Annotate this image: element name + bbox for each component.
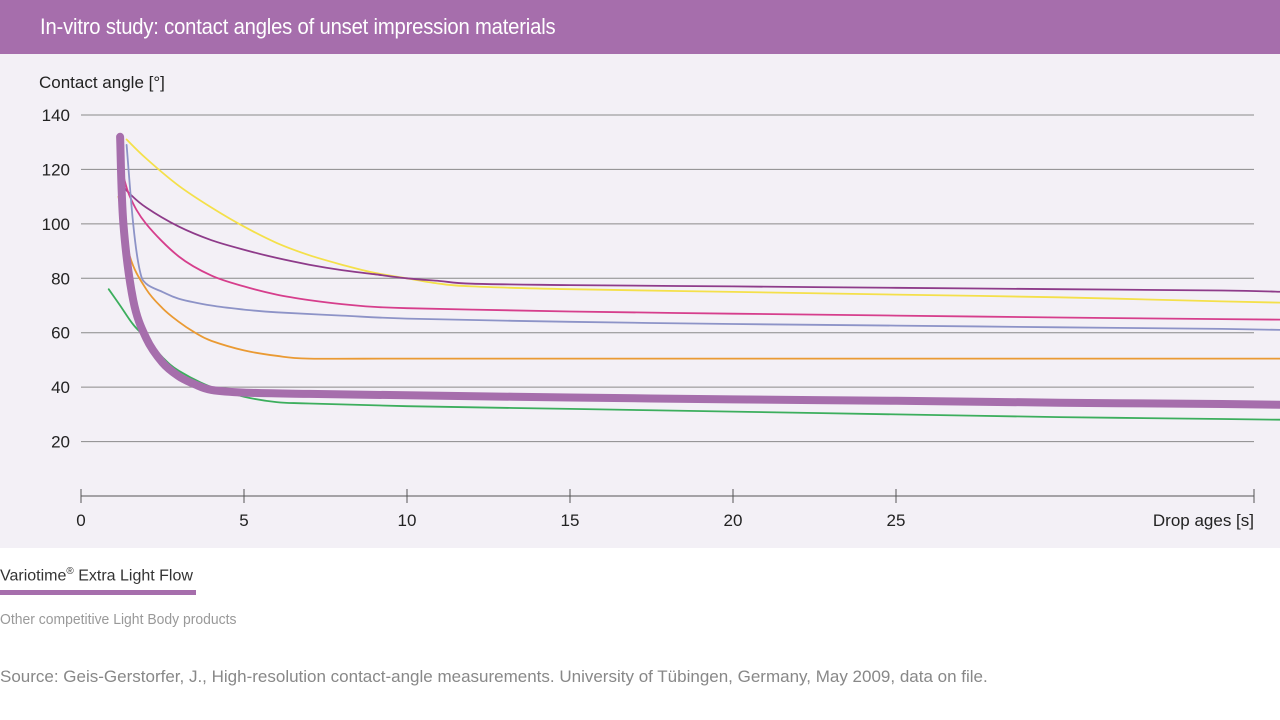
x-axis: 0 5 10 15 20 25 <box>76 489 1255 530</box>
series-line-competitor <box>125 144 1280 331</box>
x-tick-label: 10 <box>398 511 417 530</box>
series-lines <box>107 132 1280 421</box>
chart-header: In-vitro study: contact angles of unset … <box>0 0 1280 54</box>
x-tick-label: 20 <box>724 511 743 530</box>
chart-title: In-vitro study: contact angles of unset … <box>40 14 556 39</box>
x-tick-label: 5 <box>239 511 248 530</box>
legend-secondary-label: Other competitive Light Body products <box>0 611 237 628</box>
series-line-competitor <box>125 138 1280 304</box>
y-tick-label: 120 <box>42 160 70 179</box>
series-line-competitor <box>120 168 1280 321</box>
registered-mark: ® <box>66 566 74 577</box>
y-tick-label: 80 <box>51 269 70 288</box>
y-tick-label: 60 <box>51 324 70 343</box>
series-line-competitor <box>117 195 1280 360</box>
legend-primary-product: Extra Light Flow <box>78 567 193 585</box>
series-line-variotime <box>116 132 1280 409</box>
x-axis-label: Drop ages [s] <box>1153 511 1254 530</box>
y-tick-label: 40 <box>51 378 70 397</box>
x-tick-label: 15 <box>561 511 580 530</box>
series-line-competitor <box>119 182 1280 293</box>
x-tick-label: 25 <box>887 511 906 530</box>
y-tick-label: 100 <box>42 215 70 234</box>
y-tick-label: 20 <box>51 433 70 452</box>
legend-primary-swatch <box>0 590 196 595</box>
x-tick-label: 0 <box>76 511 85 530</box>
y-tick-label: 140 <box>42 106 70 125</box>
gridlines: 20 40 60 80 100 120 140 <box>42 106 1254 452</box>
legend-primary-brand: Variotime <box>0 567 67 585</box>
source-note: Source: Geis-Gerstorfer, J., High-resolu… <box>0 667 988 686</box>
plot-background <box>0 54 1280 548</box>
legend-primary-label: Variotime® Extra Light Flow <box>0 566 193 585</box>
y-axis-label: Contact angle [°] <box>39 73 165 92</box>
